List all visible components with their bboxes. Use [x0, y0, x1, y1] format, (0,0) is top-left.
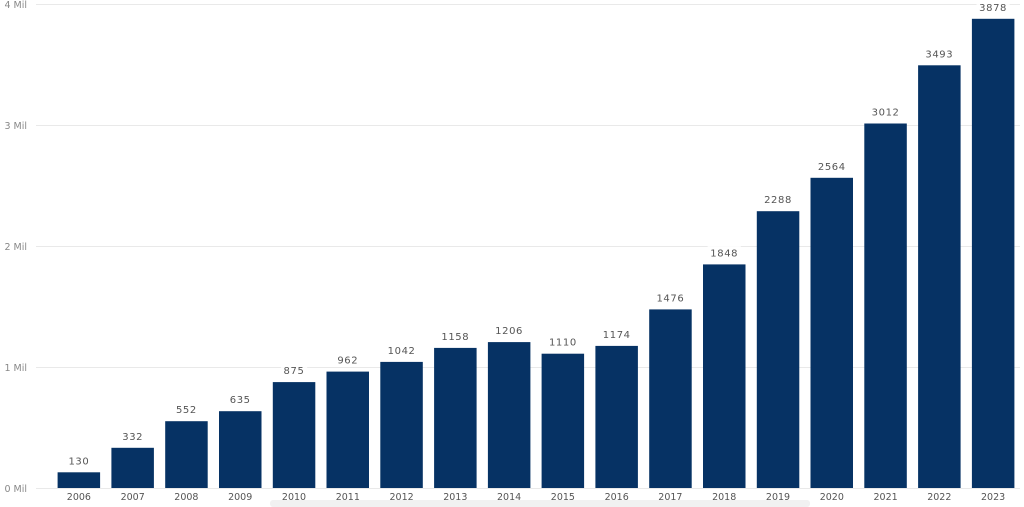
x-tick-label: 2023: [981, 492, 1005, 503]
data-label-background: [600, 326, 634, 341]
y-tick-label: 0 Mil: [4, 484, 27, 495]
bar-2019[interactable]: [756, 211, 800, 488]
bar-2006[interactable]: [57, 472, 101, 488]
data-label: 3878: [979, 3, 1007, 14]
x-tick-label: 2016: [605, 492, 629, 503]
data-label: 1042: [388, 346, 416, 357]
bar-2010[interactable]: [272, 382, 316, 488]
data-label: 875: [284, 366, 305, 377]
gridlines: [36, 4, 1020, 489]
y-tick-label: 3 Mil: [4, 121, 27, 132]
bar-2016[interactable]: [595, 345, 638, 488]
data-label-background: [707, 245, 741, 260]
x-tick-label: 2021: [874, 492, 898, 503]
y-axis: 0 Mil 1 Mil 2 Mil 3 Mil 4 Mil: [4, 0, 27, 495]
bar-2014[interactable]: [487, 342, 531, 488]
data-label: 635: [230, 395, 251, 406]
x-tick-label: 2019: [766, 492, 790, 503]
data-label-background: [173, 402, 200, 417]
data-label-background: [869, 104, 903, 119]
x-tick-label: 2006: [67, 492, 91, 503]
bar-2008[interactable]: [165, 421, 208, 488]
data-label-background: [65, 453, 93, 468]
data-label-background: [438, 328, 472, 343]
x-axis: 2006 2007 2008 2009 2010 2011 2012 2013 2014 2015…: [67, 492, 1005, 503]
bar-2015[interactable]: [541, 353, 585, 488]
bar-2007[interactable]: [111, 447, 154, 488]
data-label-background: [976, 0, 1010, 14]
data-label: 1206: [495, 326, 523, 337]
x-tick-label: 2008: [174, 492, 198, 503]
data-label-background: [815, 158, 849, 173]
data-label-background: [227, 392, 254, 407]
data-label: 3012: [872, 108, 900, 119]
bar-2022[interactable]: [918, 65, 961, 489]
data-label-background: [334, 352, 361, 367]
bar-2012[interactable]: [380, 361, 423, 488]
data-label: 3493: [925, 49, 953, 60]
data-label-background: [119, 428, 146, 443]
x-tick-label: 2011: [336, 492, 360, 503]
y-tick-label: 4 Mil: [4, 0, 27, 11]
x-tick-label: 2020: [820, 492, 844, 503]
data-label-background: [546, 334, 580, 349]
x-tick-label: 2018: [712, 492, 736, 503]
bar-2021[interactable]: [864, 123, 907, 489]
bar-2013[interactable]: [434, 347, 477, 488]
bars: [57, 18, 1015, 489]
x-tick-label: 2010: [282, 492, 306, 503]
data-label: 1110: [549, 338, 577, 349]
data-label: 332: [122, 432, 143, 443]
data-label: 1848: [710, 248, 738, 259]
data-label: 552: [176, 405, 197, 416]
bar-2009[interactable]: [219, 411, 262, 488]
bar-2011[interactable]: [326, 371, 370, 488]
data-label: 1174: [603, 330, 631, 341]
data-label-background: [761, 192, 795, 207]
data-label: 2288: [764, 195, 792, 206]
x-tick-label: 2015: [551, 492, 575, 503]
data-label: 1476: [656, 293, 684, 304]
x-tick-label: 2009: [228, 492, 252, 503]
x-tick-label: 2022: [927, 492, 951, 503]
x-tick-label: 2012: [390, 492, 414, 503]
bar-2018[interactable]: [703, 264, 746, 488]
x-tick-label: 2007: [121, 492, 145, 503]
data-label: 2564: [818, 162, 846, 173]
data-label-background: [653, 290, 687, 305]
x-tick-label: 2014: [497, 492, 521, 503]
y-tick-label: 2 Mil: [4, 242, 27, 253]
x-tick-label: 2017: [658, 492, 682, 503]
data-label-background: [922, 46, 956, 61]
y-tick-label: 1 Mil: [4, 363, 27, 374]
data-label: 962: [337, 356, 358, 367]
data-label: 130: [68, 456, 89, 467]
data-labels: 130 332 552 635 875 962 1042 1158 1206 1110 1174 14…: [65, 0, 1010, 468]
x-tick-label: 2013: [443, 492, 467, 503]
data-label-background: [385, 342, 419, 357]
data-label-background: [280, 363, 308, 378]
bar-2023[interactable]: [971, 18, 1015, 489]
data-label-background: [492, 323, 526, 338]
horizontal-scrollbar[interactable]: [270, 500, 810, 507]
data-label: 1158: [441, 332, 469, 343]
bar-2020[interactable]: [810, 177, 854, 489]
bar-2017[interactable]: [649, 309, 692, 488]
